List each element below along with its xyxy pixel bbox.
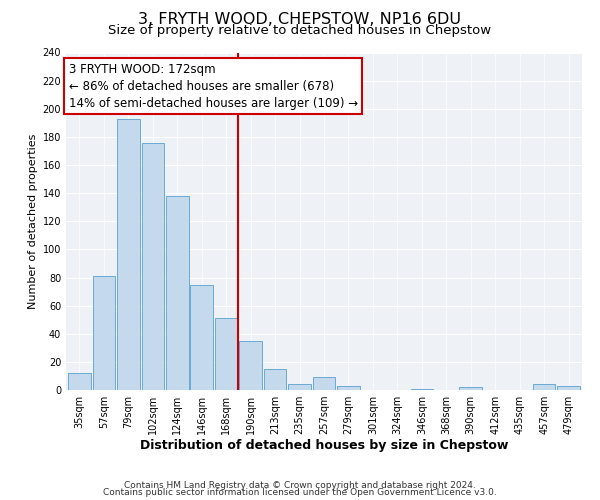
Bar [190, 284, 213, 390]
Bar [313, 378, 335, 390]
Text: 3 FRYTH WOOD: 172sqm
← 86% of detached houses are smaller (678)
14% of semi-deta: 3 FRYTH WOOD: 172sqm ← 86% of detached h… [68, 62, 358, 110]
Bar [166, 196, 188, 390]
Bar [264, 369, 286, 390]
X-axis label: Distribution of detached houses by size in Chepstow: Distribution of detached houses by size … [140, 438, 508, 452]
Bar [533, 384, 556, 390]
Bar [288, 384, 311, 390]
Bar [410, 388, 433, 390]
Bar [117, 118, 140, 390]
Y-axis label: Number of detached properties: Number of detached properties [28, 134, 38, 309]
Bar [215, 318, 238, 390]
Text: 3, FRYTH WOOD, CHEPSTOW, NP16 6DU: 3, FRYTH WOOD, CHEPSTOW, NP16 6DU [139, 12, 461, 28]
Bar [239, 341, 262, 390]
Text: Size of property relative to detached houses in Chepstow: Size of property relative to detached ho… [109, 24, 491, 37]
Bar [142, 142, 164, 390]
Bar [92, 276, 115, 390]
Text: Contains HM Land Registry data © Crown copyright and database right 2024.: Contains HM Land Registry data © Crown c… [124, 480, 476, 490]
Bar [68, 373, 91, 390]
Bar [460, 387, 482, 390]
Bar [337, 386, 360, 390]
Bar [557, 386, 580, 390]
Text: Contains public sector information licensed under the Open Government Licence v3: Contains public sector information licen… [103, 488, 497, 497]
